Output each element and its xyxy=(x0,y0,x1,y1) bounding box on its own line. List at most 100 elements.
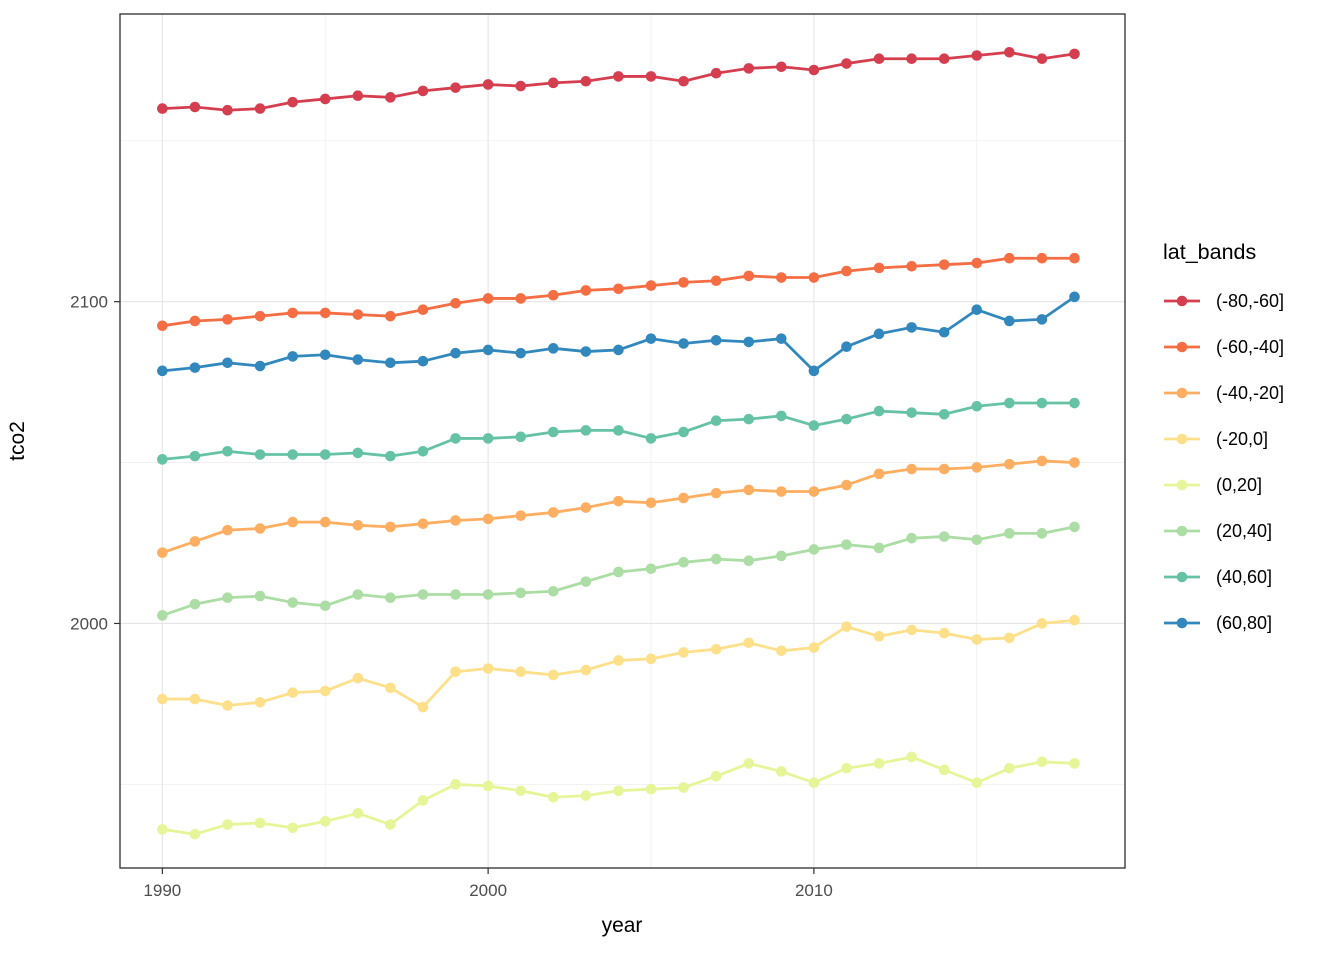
data-point xyxy=(157,693,168,705)
data-point xyxy=(645,563,657,575)
data-point xyxy=(580,790,592,801)
series-(60,80] xyxy=(157,291,1080,377)
data-point xyxy=(482,344,494,356)
data-point xyxy=(873,328,885,340)
data-point xyxy=(1036,397,1048,409)
data-point xyxy=(450,779,461,790)
data-point xyxy=(1069,614,1080,626)
data-point xyxy=(254,103,266,114)
legend-key-icon xyxy=(1164,341,1200,353)
legend-key-icon xyxy=(1164,295,1200,307)
data-point xyxy=(515,293,526,304)
data-point xyxy=(189,315,201,327)
data-point xyxy=(938,408,950,420)
data-point xyxy=(743,555,755,567)
data-point xyxy=(189,101,201,113)
data-point xyxy=(971,634,983,645)
data-point xyxy=(710,643,722,655)
data-point xyxy=(971,257,983,269)
data-point xyxy=(547,669,559,681)
data-point xyxy=(938,326,950,338)
data-point xyxy=(254,523,266,534)
data-point xyxy=(808,64,820,76)
data-point xyxy=(287,597,298,608)
data-point xyxy=(417,795,429,806)
data-point xyxy=(873,53,885,65)
data-point xyxy=(678,782,689,793)
data-point xyxy=(743,63,755,74)
data-point xyxy=(808,544,820,555)
data-point xyxy=(938,259,950,270)
data-point xyxy=(450,347,461,359)
data-point xyxy=(1069,521,1080,533)
data-point xyxy=(906,322,917,333)
data-point xyxy=(319,307,331,319)
data-point xyxy=(580,502,592,513)
data-point xyxy=(808,486,820,497)
series-(-40,-20] xyxy=(157,455,1080,558)
data-point xyxy=(1004,397,1015,409)
data-point xyxy=(841,621,852,632)
data-point xyxy=(1069,252,1080,264)
data-point xyxy=(841,341,852,353)
data-point xyxy=(808,420,820,431)
data-point xyxy=(678,647,689,658)
x-tick-label: 1990 xyxy=(143,881,181,900)
data-point xyxy=(906,53,917,65)
data-point xyxy=(743,413,755,425)
data-point xyxy=(1004,46,1015,58)
data-point xyxy=(808,777,820,789)
data-point xyxy=(1069,397,1080,409)
data-point xyxy=(417,355,429,367)
data-point xyxy=(1069,457,1080,468)
legend-label: (-40,-20] xyxy=(1216,382,1285,403)
data-point xyxy=(613,425,624,436)
legend-label: (40,60] xyxy=(1216,566,1273,587)
data-point xyxy=(906,532,917,544)
data-point xyxy=(287,516,298,528)
data-point xyxy=(450,515,461,526)
data-point xyxy=(710,553,722,565)
data-point xyxy=(319,449,331,460)
data-point xyxy=(743,758,755,769)
series-(20,40] xyxy=(157,521,1080,621)
data-point xyxy=(678,492,689,504)
data-point xyxy=(222,445,233,457)
legend-item: (-80,-60] xyxy=(1163,289,1284,313)
data-point xyxy=(287,687,298,698)
data-point xyxy=(319,93,331,105)
legend: lat_bands (-80,-60] (-60,-40] (-40,-20] (-2… xyxy=(1163,240,1284,657)
data-point xyxy=(515,510,526,521)
data-point xyxy=(189,693,201,705)
data-point xyxy=(352,672,364,684)
data-point xyxy=(1004,315,1015,327)
data-point xyxy=(385,92,396,103)
data-point xyxy=(613,344,624,356)
data-point xyxy=(971,462,983,473)
data-point xyxy=(906,463,917,475)
data-point xyxy=(254,696,266,708)
data-point xyxy=(645,71,657,82)
legend-key-icon xyxy=(1164,617,1200,629)
data-point xyxy=(613,495,624,507)
data-point xyxy=(417,701,429,713)
data-point xyxy=(482,780,494,792)
data-point xyxy=(222,524,233,536)
data-point xyxy=(515,785,526,797)
data-point xyxy=(450,433,461,444)
data-point xyxy=(841,479,852,491)
data-point xyxy=(450,82,461,93)
data-point xyxy=(352,309,364,320)
data-point xyxy=(222,314,233,325)
data-point xyxy=(873,468,885,480)
data-point xyxy=(841,413,852,425)
data-point xyxy=(678,277,689,288)
data-point xyxy=(482,293,494,304)
legend-key-icon xyxy=(1164,571,1200,583)
data-point xyxy=(743,270,755,282)
data-point xyxy=(710,67,722,79)
data-point xyxy=(287,822,298,834)
series-(-60,-40] xyxy=(157,252,1080,332)
data-point xyxy=(385,450,396,462)
